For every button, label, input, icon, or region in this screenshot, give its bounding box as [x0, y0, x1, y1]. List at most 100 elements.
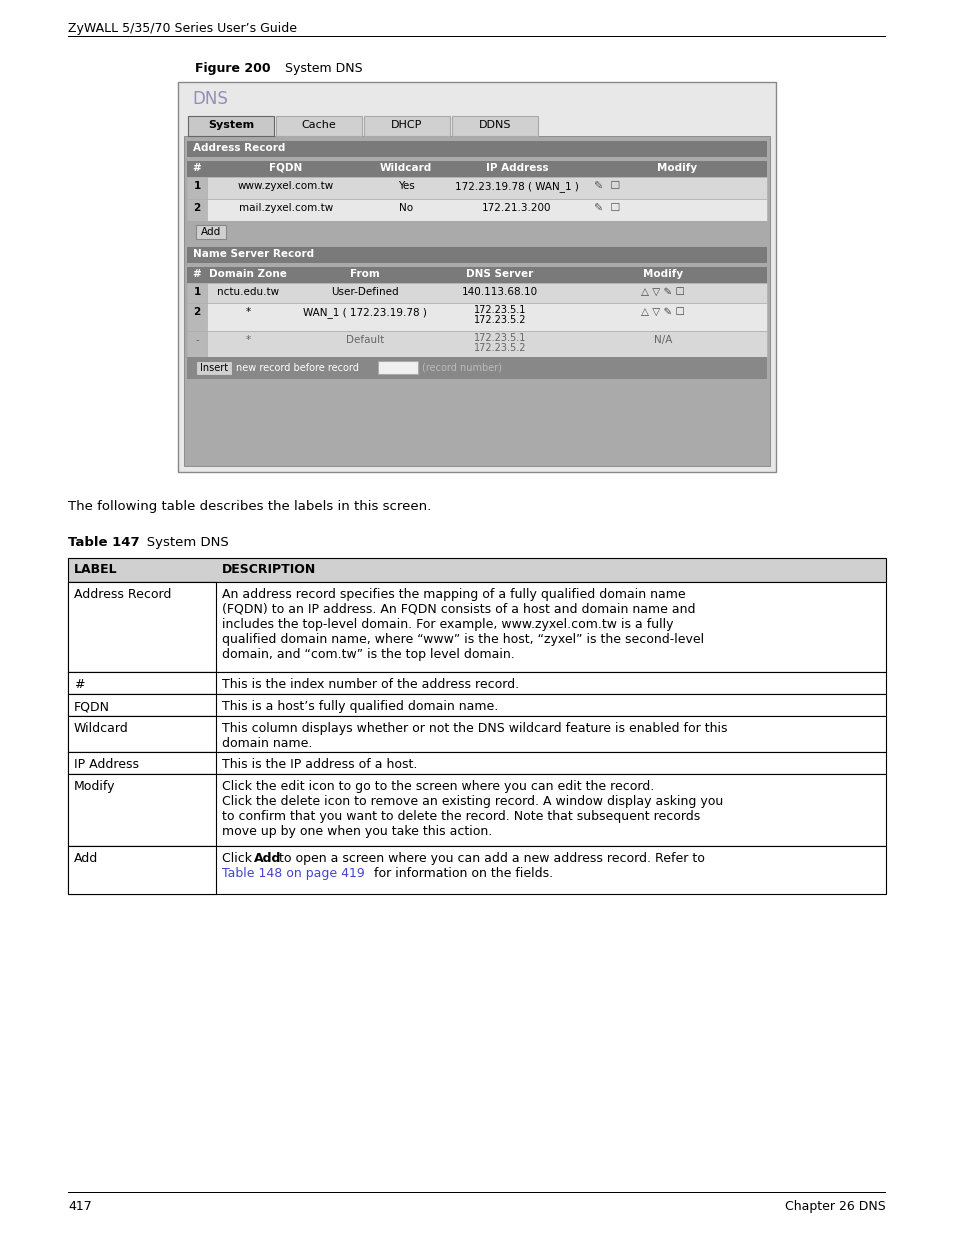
Text: Add: Add: [253, 852, 281, 864]
Bar: [187, 161, 766, 177]
Bar: [187, 331, 766, 357]
Text: The following table describes the labels in this screen.: The following table describes the labels…: [68, 500, 431, 513]
Text: An address record specifies the mapping of a fully qualified domain name
(FQDN) : An address record specifies the mapping …: [222, 588, 703, 661]
Bar: [68, 694, 885, 716]
Bar: [377, 361, 417, 374]
Text: No: No: [398, 203, 413, 212]
Text: ✎  ☐: ✎ ☐: [593, 182, 619, 191]
Text: to open a screen where you can add a new address record. Refer to: to open a screen where you can add a new…: [274, 852, 704, 864]
Text: for information on the fields.: for information on the fields.: [370, 867, 553, 881]
Text: △ ▽ ✎ ☐: △ ▽ ✎ ☐: [640, 308, 684, 317]
Text: Chapter 26 DNS: Chapter 26 DNS: [784, 1200, 885, 1213]
Text: Table 148 on page 419: Table 148 on page 419: [222, 867, 364, 881]
Bar: [68, 582, 215, 672]
Text: IP Address: IP Address: [74, 758, 139, 771]
Text: Default: Default: [346, 335, 384, 345]
Bar: [187, 303, 766, 331]
Bar: [68, 716, 215, 752]
Text: This is the index number of the address record.: This is the index number of the address …: [222, 678, 518, 692]
Text: DHCP: DHCP: [391, 120, 422, 130]
Text: #: #: [74, 678, 85, 692]
Text: www.zyxel.com.tw: www.zyxel.com.tw: [237, 182, 334, 191]
Text: Click: Click: [222, 852, 255, 864]
Text: Modify: Modify: [657, 163, 697, 173]
Text: Click the edit icon to go to the screen where you can edit the record.: Click the edit icon to go to the screen …: [222, 781, 654, 793]
Bar: [68, 846, 215, 894]
Bar: [187, 221, 766, 243]
Text: Add: Add: [74, 852, 98, 864]
Bar: [187, 283, 766, 303]
Text: ZyWALL 5/35/70 Series User’s Guide: ZyWALL 5/35/70 Series User’s Guide: [68, 22, 296, 35]
Bar: [178, 82, 775, 472]
Text: From: From: [350, 269, 379, 279]
Text: DESCRIPTION: DESCRIPTION: [222, 563, 315, 576]
Bar: [187, 199, 766, 221]
Text: LABEL: LABEL: [74, 563, 117, 576]
Bar: [187, 177, 207, 199]
Text: Name Server Record: Name Server Record: [193, 249, 314, 259]
Text: #: #: [193, 163, 201, 173]
Text: Wildcard: Wildcard: [74, 722, 129, 735]
Bar: [195, 225, 226, 240]
Bar: [187, 177, 766, 199]
Text: Add: Add: [201, 227, 221, 237]
Bar: [68, 582, 885, 672]
Bar: [68, 716, 885, 752]
Text: This is a host’s fully qualified domain name.: This is a host’s fully qualified domain …: [222, 700, 497, 713]
Bar: [187, 357, 766, 379]
Bar: [187, 141, 766, 157]
Text: System DNS: System DNS: [276, 62, 362, 75]
Text: Click the delete icon to remove an existing record. A window display asking you
: Click the delete icon to remove an exist…: [222, 795, 722, 839]
Bar: [68, 752, 215, 774]
Bar: [68, 558, 885, 582]
Bar: [68, 846, 885, 894]
Text: -: -: [195, 335, 198, 345]
Text: ✎  ☐: ✎ ☐: [593, 203, 619, 212]
Bar: [187, 199, 207, 221]
Text: DDNS: DDNS: [478, 120, 511, 130]
Text: Yes: Yes: [397, 182, 414, 191]
Bar: [68, 672, 215, 694]
Text: 1: 1: [193, 287, 200, 296]
Text: *: *: [245, 308, 251, 317]
Text: FQDN: FQDN: [74, 700, 110, 713]
Bar: [68, 694, 215, 716]
Text: Figure 200: Figure 200: [194, 62, 271, 75]
Bar: [275, 116, 361, 136]
Text: Wildcard: Wildcard: [379, 163, 432, 173]
Text: System DNS: System DNS: [133, 536, 229, 550]
Bar: [195, 361, 232, 375]
Text: Insert: Insert: [200, 363, 228, 373]
Text: 2: 2: [193, 308, 200, 317]
Text: *: *: [245, 335, 251, 345]
Text: 172.23.5.1: 172.23.5.1: [474, 333, 526, 343]
Text: 2: 2: [193, 203, 200, 212]
Text: 417: 417: [68, 1200, 91, 1213]
Bar: [184, 136, 769, 466]
Text: nctu.edu.tw: nctu.edu.tw: [216, 287, 279, 296]
Text: (record number): (record number): [421, 363, 501, 373]
Text: Cache: Cache: [301, 120, 336, 130]
Text: IP Address: IP Address: [485, 163, 548, 173]
Text: N/A: N/A: [653, 335, 672, 345]
Text: Address Record: Address Record: [74, 588, 172, 601]
Text: Table 147: Table 147: [68, 536, 139, 550]
Bar: [188, 116, 274, 136]
Text: DNS Server: DNS Server: [466, 269, 533, 279]
Text: 172.23.5.1: 172.23.5.1: [474, 305, 526, 315]
Bar: [68, 774, 215, 846]
Text: System: System: [208, 120, 253, 130]
Text: 172.21.3.200: 172.21.3.200: [482, 203, 551, 212]
Text: Modify: Modify: [642, 269, 682, 279]
Text: DNS: DNS: [192, 90, 228, 107]
Bar: [364, 116, 450, 136]
Text: This column displays whether or not the DNS wildcard feature is enabled for this: This column displays whether or not the …: [222, 722, 727, 750]
Text: new record before record: new record before record: [235, 363, 358, 373]
Bar: [187, 303, 207, 331]
Text: Domain Zone: Domain Zone: [209, 269, 287, 279]
Bar: [452, 116, 537, 136]
Text: #: #: [193, 269, 201, 279]
Bar: [68, 774, 885, 846]
Bar: [187, 331, 207, 357]
Bar: [68, 672, 885, 694]
